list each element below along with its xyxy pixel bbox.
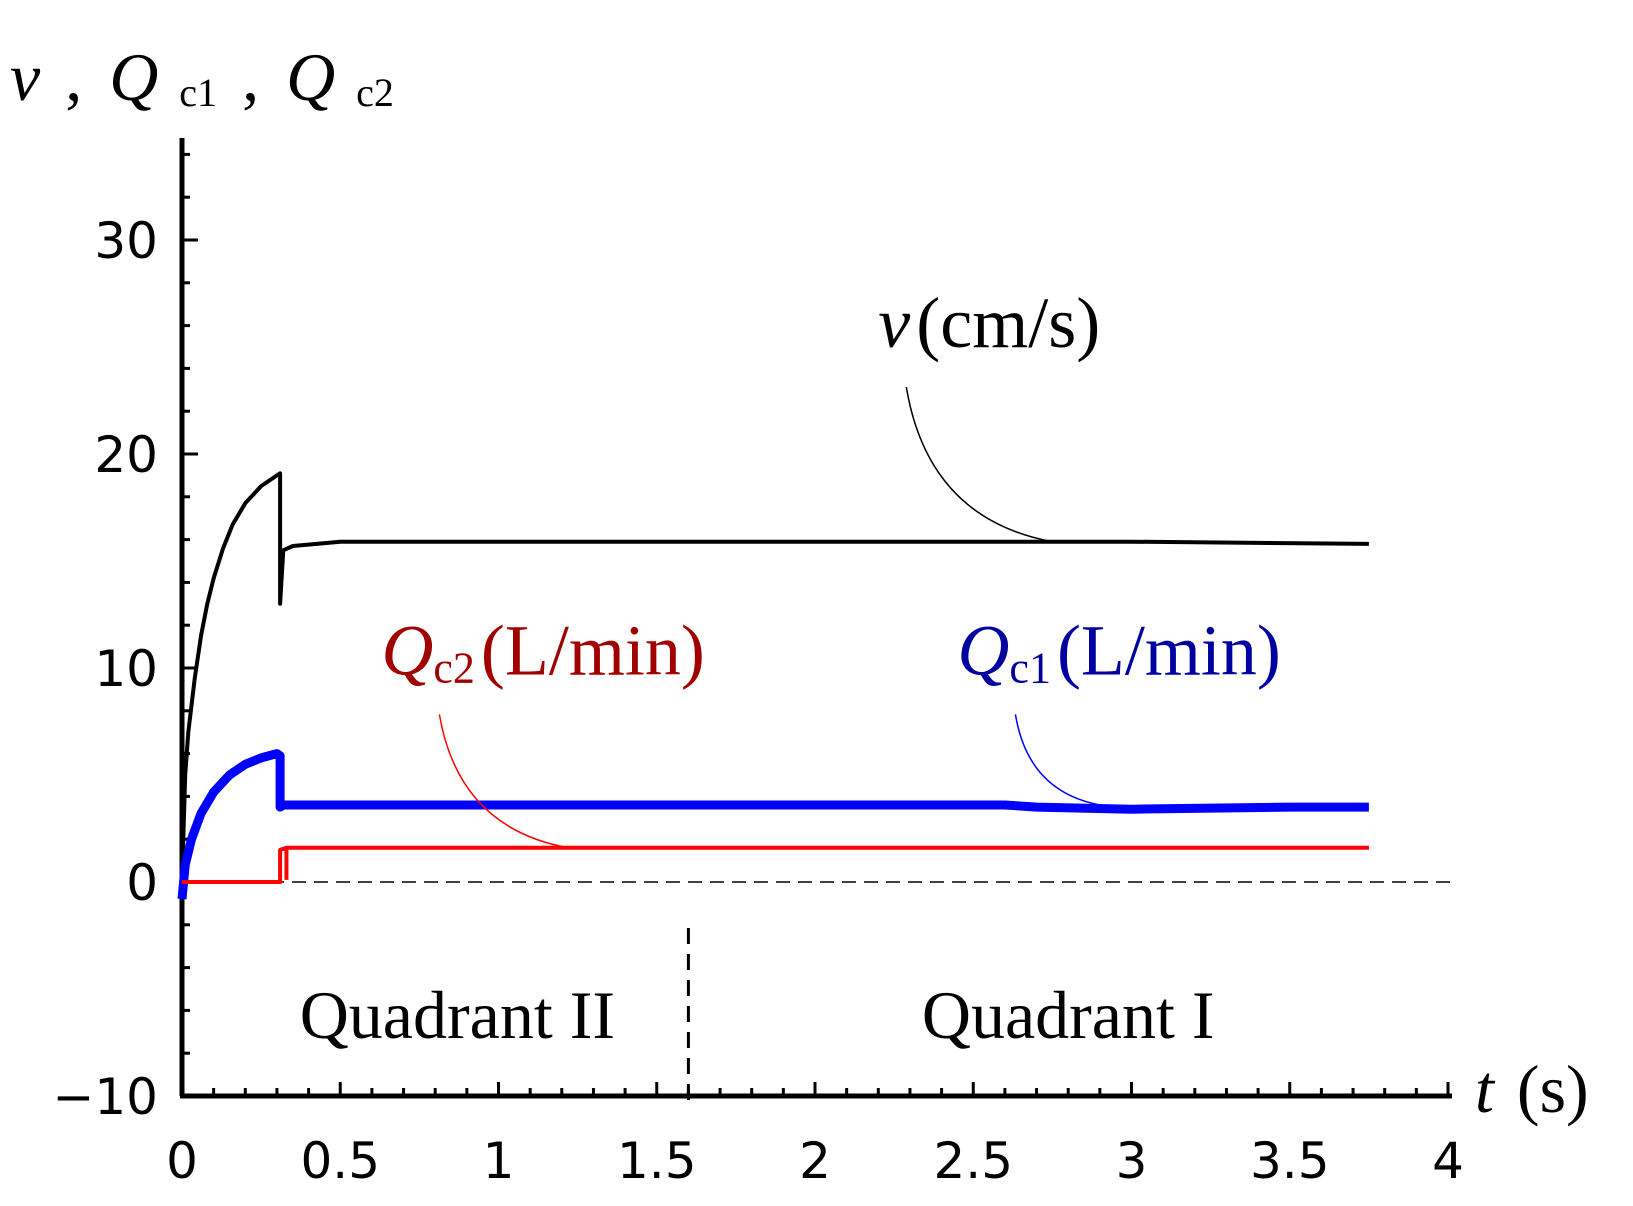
- x-tick-label: 2: [799, 1132, 831, 1190]
- x-tick-label: 4: [1432, 1132, 1464, 1190]
- region-label: Quadrant II: [300, 977, 615, 1053]
- leader-line-v: [905, 386, 1053, 543]
- series-line-Qc2: [182, 845, 1369, 884]
- region-label: Quadrant I: [922, 977, 1215, 1053]
- series-label-v: v(cm/s): [878, 283, 1100, 363]
- x-tick-label: 3.5: [1250, 1132, 1330, 1190]
- regions: Quadrant II Quadrant I: [300, 977, 1215, 1053]
- y-tick-label: −10: [52, 1068, 158, 1126]
- x-tick-label: 2.5: [933, 1132, 1013, 1190]
- y-tick-label: 0: [126, 854, 158, 912]
- series-labels: v(cm/s) Qc1(L/min) Qc2(L/min): [381, 283, 1281, 849]
- series-line-v: [180, 471, 1369, 883]
- x-tick-label: 0: [166, 1132, 198, 1190]
- leader-line-Qc1: [1014, 714, 1100, 806]
- series-label-Qc2: Qc2(L/min): [381, 610, 704, 692]
- y-tick-label: 20: [94, 426, 158, 484]
- y-axis-title: v , Q c1 , Q c2: [10, 39, 394, 121]
- series-label-Qc1: Qc1(L/min): [957, 610, 1280, 692]
- x-tick-label: 1.5: [617, 1132, 697, 1190]
- leader-line-Qc2: [438, 714, 569, 849]
- series: [177, 471, 1369, 900]
- x-tick-label: 3: [1116, 1132, 1148, 1190]
- x-axis-title: t (s): [1475, 1051, 1589, 1127]
- x-tick-label: 0.5: [300, 1132, 380, 1190]
- series-line-Qc1: [177, 749, 1369, 900]
- y-tick-label: 10: [94, 640, 158, 698]
- reference-lines: [182, 881, 1452, 1100]
- x-tick-label: 1: [483, 1132, 515, 1190]
- y-tick-label: 30: [94, 212, 158, 270]
